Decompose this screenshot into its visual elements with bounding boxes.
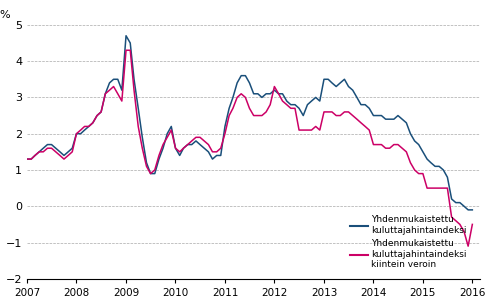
Legend: Yhdenmukaistettu
kuluttajahintaindeksi, Yhdenmukaistettu
kuluttajahintaindeksi
k: Yhdenmukaistettu kuluttajahintaindeksi, … xyxy=(350,216,467,269)
Text: %: % xyxy=(0,10,10,20)
